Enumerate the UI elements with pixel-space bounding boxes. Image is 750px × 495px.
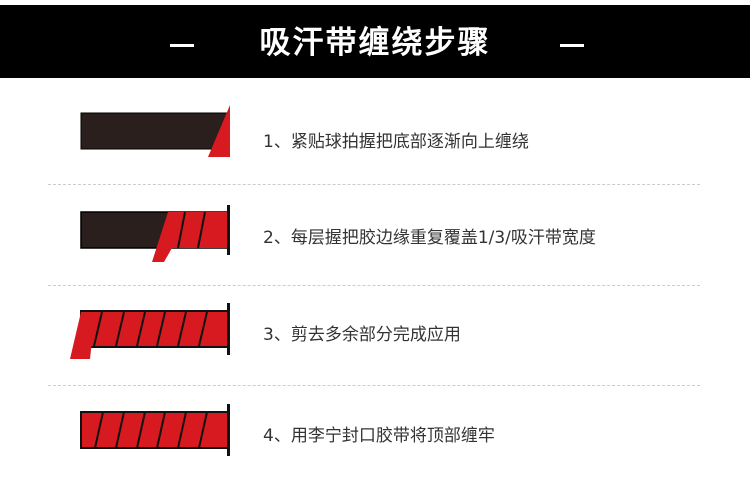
step-1: 1、紧贴球拍握把底部逐渐向上缠绕 [0,95,750,195]
grip-step-4-icon [80,404,230,456]
page-title: 吸汗带缠绕步骤 [259,25,491,61]
step-1-text: 1、紧贴球拍握把底部逐渐向上缠绕 [263,132,529,152]
step-3: 3、剪去多余部分完成应用 [0,295,750,395]
step-2: 2、每层握把胶边缘重复覆盖1/3/吸汗带宽度 [0,195,750,295]
divider [48,184,700,185]
title-dash-left [170,44,194,47]
divider [48,385,700,386]
step-3-text: 3、剪去多余部分完成应用 [263,325,461,345]
grip-step-1-icon [80,105,230,157]
title-dash-right [560,44,584,47]
step-2-text: 2、每层握把胶边缘重复覆盖1/3/吸汗带宽度 [263,228,596,248]
step-4: 4、用李宁封口胶带将顶部缠牢 [0,395,750,495]
step-4-text: 4、用李宁封口胶带将顶部缠牢 [263,426,495,446]
header-banner: 吸汗带缠绕步骤 [0,5,750,78]
grip-step-2-icon [80,205,230,262]
divider [48,285,700,286]
grip-step-3-icon [70,303,230,359]
